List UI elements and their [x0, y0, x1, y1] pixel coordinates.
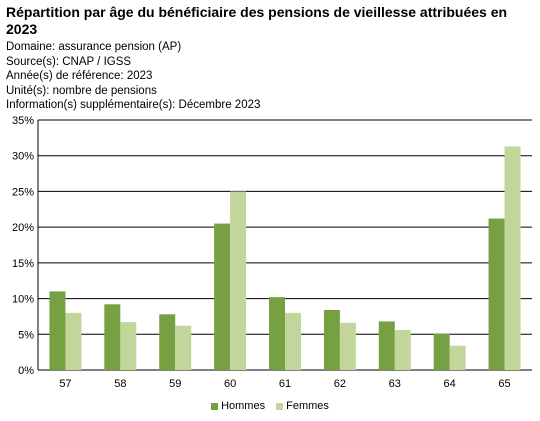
y-tick-label: 5%: [18, 329, 34, 341]
x-tick-label: 58: [114, 378, 126, 390]
bar-hommes-63: [378, 321, 395, 370]
bar-hommes-62: [323, 310, 340, 370]
bar-femmes-59: [175, 325, 192, 370]
x-tick-label: 62: [334, 378, 346, 390]
legend-label-femmes: Femmes: [286, 400, 329, 412]
x-tick-label: 60: [224, 378, 236, 390]
y-tick-label: 30%: [12, 151, 34, 163]
y-tick-label: 20%: [12, 222, 34, 234]
bar-femmes-65: [504, 146, 521, 370]
meta-unit: Unité(s): nombre de pensions: [6, 84, 157, 97]
meta-source: Source(s): CNAP / IGSS: [6, 55, 132, 68]
y-tick-label: 25%: [12, 186, 34, 198]
y-tick-label: 15%: [12, 258, 34, 270]
x-tick-label: 57: [59, 378, 71, 390]
bar-femmes-60: [230, 191, 247, 370]
bar-femmes-57: [65, 312, 82, 370]
bar-hommes-57: [49, 291, 66, 370]
bar-hommes-61: [269, 297, 285, 370]
bar-femmes-62: [339, 322, 356, 370]
meta-additional-info: Information(s) supplémentaire(s): Décemb…: [6, 99, 261, 111]
y-tick-label: 0%: [18, 365, 34, 377]
y-tick-label: 10%: [12, 294, 34, 306]
bar-femmes-58: [120, 322, 137, 370]
x-tick-label: 63: [389, 378, 401, 390]
x-tick-label: 61: [279, 378, 291, 390]
legend: Hommes Femmes: [0, 400, 540, 413]
bar-hommes-58: [104, 304, 121, 370]
bar-hommes-64: [433, 333, 450, 370]
bar-hommes-65: [488, 218, 505, 370]
bar-femmes-61: [285, 312, 301, 370]
x-tick-label: 64: [444, 378, 456, 390]
legend-item-femmes: Femmes: [276, 400, 329, 412]
chart-title: Répartition par âge du bénéficiaire des …: [6, 4, 508, 37]
bar-hommes-59: [159, 314, 176, 370]
legend-swatch-femmes: [276, 402, 284, 410]
chart-header: Répartition par âge du bénéficiaire des …: [6, 4, 536, 113]
legend-item-hommes: Hommes: [211, 400, 265, 412]
x-tick-label: 59: [169, 378, 181, 390]
bar-femmes-64: [449, 345, 466, 370]
y-tick-label: 35%: [12, 115, 34, 127]
legend-label-hommes: Hommes: [221, 400, 266, 412]
bar-femmes-63: [394, 330, 411, 370]
meta-domain: Domaine: assurance pension (AP): [6, 41, 182, 53]
legend-swatch-hommes: [211, 402, 219, 410]
bar-hommes-60: [214, 223, 231, 370]
meta-reference-year: Année(s) de référence: 2023: [6, 70, 153, 82]
x-tick-label: 65: [498, 378, 510, 390]
